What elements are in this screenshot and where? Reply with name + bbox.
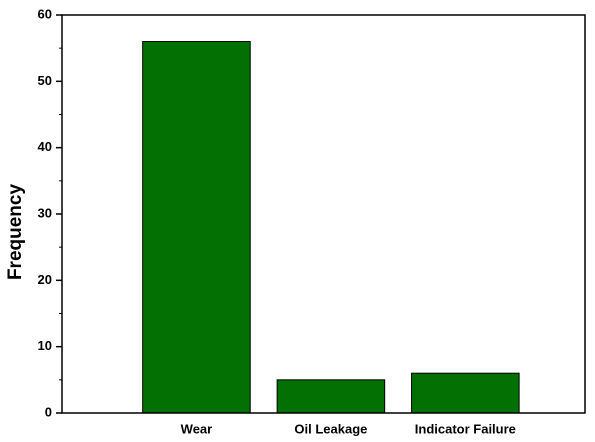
y-tick-label: 30	[38, 205, 52, 220]
y-tick-label: 60	[38, 6, 52, 21]
y-tick-label: 0	[45, 404, 52, 419]
x-tick-label: Wear	[181, 421, 213, 436]
plot-frame	[61, 14, 586, 414]
x-tick-label: Indicator Failure	[415, 421, 516, 436]
x-tick-label: Oil Leakage	[294, 421, 367, 436]
bar	[142, 41, 251, 414]
y-tick-label: 10	[38, 338, 52, 353]
bar	[411, 372, 520, 414]
y-tick-label: 40	[38, 139, 52, 154]
y-tick-label: 20	[38, 272, 52, 287]
y-tick-label: 50	[38, 73, 52, 88]
bar	[276, 379, 386, 414]
y-axis-title: Frequency	[5, 184, 26, 281]
